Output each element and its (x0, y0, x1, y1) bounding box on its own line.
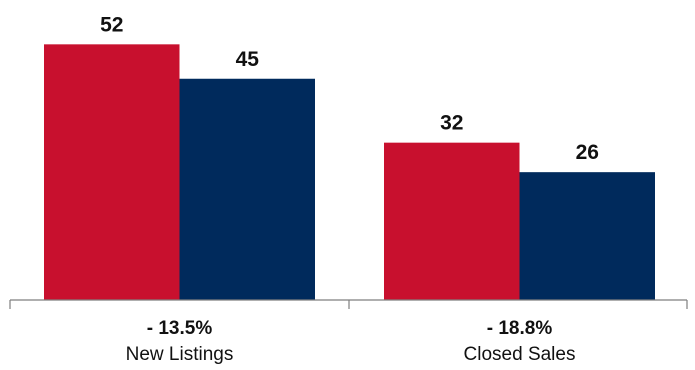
change-percent-label: - 18.8% (487, 318, 553, 339)
bars-group (44, 44, 655, 301)
bar-series-1-0 (44, 44, 180, 301)
x-axis (9, 299, 688, 309)
change-percent-label: - 13.5% (147, 318, 213, 339)
value-labels-group: 52 32 45 26 (100, 13, 599, 164)
bar-value-label: 26 (576, 141, 599, 164)
category-label: Closed Sales (464, 344, 576, 365)
bar-series-1-1 (384, 142, 520, 300)
bar-value-label: 45 (236, 48, 260, 71)
bar-series-2-1 (519, 172, 655, 300)
bar-value-label: 52 (100, 13, 123, 36)
bar-series-2-0 (179, 78, 315, 300)
bar-value-label: 32 (440, 112, 463, 135)
category-label: New Listings (126, 344, 234, 365)
category-labels-group: - 13.5% New Listings - 18.8% Closed Sales (126, 318, 576, 365)
